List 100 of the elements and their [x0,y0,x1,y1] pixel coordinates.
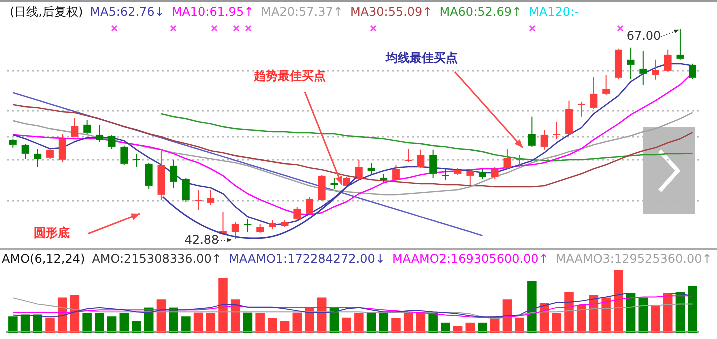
candlestick [553,121,561,140]
candlestick [590,76,598,110]
candlestick [34,148,42,168]
candlestick [182,177,190,202]
candlestick [133,153,140,168]
candlestick [504,148,512,170]
bar [441,322,450,333]
series-label: AMO:215308336.00↑ [92,252,222,266]
annotation: 圆形底 [34,226,70,240]
candlestick [58,134,66,162]
text: MA60:52.69↑ [440,5,522,19]
candlestick [566,100,573,136]
bar [478,322,488,333]
bar [392,318,401,333]
bar [194,312,204,333]
bar [342,318,352,333]
candlestick [652,59,660,80]
candlestick [281,220,289,228]
bar [82,313,92,333]
candlestick [306,196,314,216]
candlestick [108,134,116,150]
text: MA20:57.37↑ [261,5,344,19]
candlestick [207,189,215,206]
bar [305,308,314,333]
candlestick [294,206,302,221]
candlestick [194,189,202,211]
candlestick [392,164,400,182]
candlestick [22,144,30,160]
candlestick [120,145,128,166]
candlestick [627,47,635,80]
candlestick [578,101,586,118]
candlestick [145,162,153,190]
candlestick [479,168,486,180]
text: MA5:62.76↓ [90,5,165,19]
candlestick [170,159,178,188]
bar [515,318,524,333]
bar [292,312,302,333]
bar [132,321,142,333]
candlestick [318,174,326,202]
bar [182,316,191,333]
candlestick [96,124,104,143]
candlestick [602,74,610,96]
candlestick [368,162,376,176]
candlestick [380,173,388,182]
candlestick [256,224,264,234]
bar [428,313,438,333]
candlestick [614,48,622,80]
bar [8,316,18,333]
bar [120,313,130,333]
candlestick [158,150,166,200]
candlestick [71,117,79,137]
candlestick [491,166,499,180]
annotation: 趋势最佳买点 [253,69,326,84]
annotation: 均线最佳买点 [385,51,458,66]
bar [256,313,265,333]
candlestick [689,63,697,80]
text: MAAMO3:129525360.00↑ [556,252,712,266]
annotation: 67.00 [626,29,662,44]
bar [206,313,216,333]
chart-title: AMO(6,12,24) [2,252,86,266]
candlestick [268,220,276,230]
annotation: 42.88 [184,233,220,248]
text: MAAMO1:172284272.00↓ [229,252,386,266]
bar [614,270,624,333]
candlestick [355,159,363,180]
candlestick [430,149,438,178]
bar [268,318,278,333]
candlestick [9,138,17,148]
candlestick [640,50,648,86]
candlestick [664,49,672,72]
bar [688,286,698,333]
candlestick [46,148,54,160]
bar [95,313,104,333]
text: MA30:55.09↑ [350,5,433,19]
bar [46,318,55,333]
bar [564,292,574,333]
bar [366,313,376,333]
bar [243,312,253,333]
candlestick [528,116,536,148]
bar [416,313,426,333]
candlestick [516,154,524,168]
bar [528,281,537,333]
candlestick [466,168,474,186]
candlestick [404,148,412,162]
bar [107,316,117,333]
bar [638,298,648,333]
candlestick [244,218,252,233]
candlestick [454,167,462,176]
candlestick [84,119,92,134]
bar [651,305,660,333]
bar [218,278,228,333]
chart-title: (日线,后复权) [10,5,84,19]
bar [169,308,178,333]
candlestick [442,167,450,180]
bar [552,313,562,333]
bar [354,313,364,333]
candlestick [540,129,548,150]
legend-label: MA120:- [529,5,579,19]
text: MAAMO2:169305600.00↑ [392,252,549,266]
text: MA10:61.95↑ [172,5,254,19]
